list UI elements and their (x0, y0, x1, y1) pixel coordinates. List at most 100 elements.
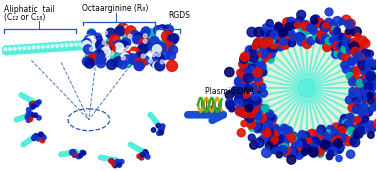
Circle shape (158, 127, 163, 131)
Circle shape (367, 92, 373, 99)
Circle shape (347, 150, 355, 158)
Circle shape (30, 105, 34, 110)
Circle shape (297, 137, 305, 145)
Circle shape (100, 43, 108, 52)
Circle shape (242, 58, 249, 66)
Circle shape (247, 53, 255, 61)
Circle shape (265, 121, 273, 129)
Circle shape (150, 58, 159, 67)
Circle shape (312, 19, 320, 27)
Circle shape (330, 28, 338, 36)
Circle shape (345, 20, 354, 29)
Circle shape (102, 156, 106, 160)
Circle shape (241, 61, 249, 69)
Circle shape (22, 94, 26, 99)
Circle shape (106, 38, 114, 47)
Circle shape (37, 46, 40, 49)
Circle shape (367, 121, 374, 128)
Circle shape (287, 29, 294, 37)
Circle shape (30, 102, 34, 106)
Circle shape (265, 128, 273, 136)
Circle shape (33, 113, 38, 117)
Circle shape (152, 53, 156, 57)
Circle shape (349, 78, 356, 86)
Circle shape (153, 26, 163, 35)
Circle shape (119, 40, 129, 50)
Circle shape (337, 126, 346, 135)
Circle shape (291, 22, 297, 29)
Circle shape (314, 140, 322, 148)
Circle shape (353, 42, 361, 50)
Circle shape (321, 22, 329, 30)
Circle shape (7, 45, 15, 54)
Circle shape (253, 125, 261, 133)
Circle shape (324, 141, 332, 149)
Circle shape (351, 130, 359, 139)
Circle shape (310, 144, 318, 152)
Circle shape (70, 150, 74, 154)
Circle shape (359, 120, 367, 128)
Circle shape (267, 50, 275, 58)
Circle shape (36, 137, 41, 141)
Circle shape (71, 150, 75, 154)
Circle shape (84, 42, 87, 45)
Circle shape (281, 27, 289, 35)
Circle shape (141, 54, 145, 58)
Circle shape (240, 102, 249, 111)
Circle shape (350, 125, 358, 133)
Circle shape (349, 91, 357, 99)
Circle shape (336, 144, 344, 152)
Circle shape (141, 42, 150, 52)
Circle shape (334, 27, 341, 34)
Circle shape (235, 106, 243, 114)
Circle shape (298, 130, 306, 139)
Circle shape (273, 146, 280, 154)
Circle shape (82, 151, 86, 155)
Circle shape (260, 50, 268, 58)
Circle shape (253, 39, 262, 47)
Circle shape (339, 121, 347, 129)
Circle shape (120, 52, 130, 62)
Circle shape (122, 35, 130, 43)
Circle shape (352, 49, 361, 58)
Circle shape (31, 100, 35, 104)
Circle shape (357, 126, 364, 134)
Circle shape (124, 60, 132, 68)
Circle shape (121, 55, 130, 64)
Circle shape (348, 40, 356, 48)
Circle shape (358, 36, 367, 46)
Circle shape (25, 114, 30, 119)
Circle shape (13, 47, 16, 50)
Circle shape (243, 92, 249, 98)
Circle shape (154, 41, 163, 50)
Circle shape (71, 149, 76, 154)
Circle shape (234, 88, 244, 98)
Circle shape (261, 28, 269, 36)
Circle shape (25, 139, 30, 144)
Circle shape (341, 45, 349, 53)
Circle shape (134, 33, 144, 43)
Circle shape (143, 39, 147, 43)
Circle shape (254, 63, 262, 71)
Circle shape (355, 33, 361, 39)
Circle shape (2, 46, 11, 55)
Circle shape (248, 124, 256, 131)
Circle shape (262, 128, 271, 137)
Circle shape (294, 33, 302, 41)
Circle shape (361, 109, 369, 117)
Circle shape (153, 61, 162, 70)
Circle shape (56, 44, 59, 47)
Circle shape (280, 143, 288, 151)
Circle shape (335, 145, 343, 153)
Circle shape (16, 117, 20, 121)
Circle shape (325, 8, 333, 16)
Circle shape (282, 126, 290, 134)
Circle shape (264, 127, 272, 135)
Circle shape (240, 52, 249, 61)
Circle shape (150, 115, 155, 120)
Circle shape (19, 116, 23, 120)
Circle shape (231, 87, 239, 94)
Circle shape (99, 155, 103, 160)
Circle shape (131, 144, 136, 148)
Circle shape (139, 38, 150, 49)
